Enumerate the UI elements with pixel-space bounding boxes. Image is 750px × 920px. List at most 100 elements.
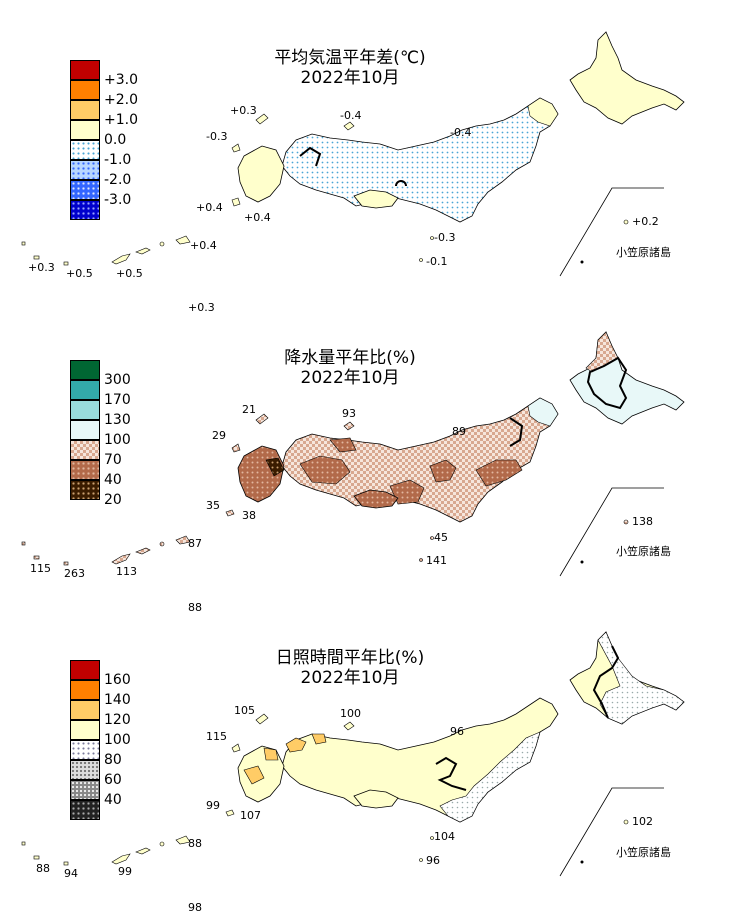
legend-swatch — [70, 200, 100, 220]
station-value: +0.2 — [632, 215, 659, 228]
japan-map — [21, 31, 685, 277]
very-dry-patch — [265, 457, 285, 477]
legend-swatch — [70, 720, 100, 740]
precipitation-ratio-panel: 降水量平年比(%) 2022年10月 300 170 130 100 70 40… — [0, 300, 750, 614]
station-value: 21 — [242, 403, 256, 416]
kyushu-region — [237, 145, 285, 203]
contour-line — [592, 645, 620, 719]
title-element: 平均気温平年差(℃) — [274, 48, 426, 68]
station-value: 35 — [206, 499, 220, 512]
tohoku-wet-patch — [527, 397, 559, 427]
station-value: +0.3 — [188, 301, 215, 314]
low-sun-patch — [439, 731, 541, 823]
dry-patch — [475, 459, 523, 487]
legend-swatch — [70, 80, 100, 100]
inset-frame — [559, 487, 664, 577]
contour-line — [435, 756, 467, 791]
station-value: +0.3 — [230, 104, 257, 117]
legend-swatch — [70, 740, 100, 760]
japan-map — [21, 331, 685, 577]
station-value: 29 — [212, 429, 226, 442]
station-value: 96 — [426, 854, 440, 867]
station-value: +0.4 — [196, 201, 223, 214]
legend-label: +2.0 — [104, 92, 138, 108]
legend-swatch — [70, 700, 100, 720]
island-group — [21, 113, 629, 266]
legend-swatch — [70, 100, 100, 120]
station-value: 115 — [206, 730, 227, 743]
island-group — [21, 413, 629, 566]
legend-label: -2.0 — [104, 172, 132, 188]
contour-line — [586, 356, 628, 410]
high-sun-patch — [263, 747, 279, 761]
station-value: 88 — [188, 837, 202, 850]
station-value: 98 — [188, 901, 202, 914]
station-value: 102 — [632, 815, 653, 828]
honshu-region — [281, 97, 559, 223]
legend-swatch — [70, 680, 100, 700]
panel-title: 降水量平年比(%) 2022年10月 — [200, 348, 500, 388]
temperature-anomaly-panel: 平均気温平年差(℃) 2022年10月 +3.0 +2.0 +1.0 0.0 -… — [0, 0, 750, 314]
dry-patch — [429, 459, 457, 483]
contour-line — [299, 146, 322, 167]
contour-line — [509, 417, 524, 447]
legend-label: +3.0 — [104, 72, 138, 88]
legend-swatch — [70, 760, 100, 780]
station-value: 104 — [434, 830, 455, 843]
hokkaido-region — [569, 331, 685, 425]
legend-swatch — [70, 400, 100, 420]
legend-label: 140 — [104, 692, 131, 708]
legend-label: 60 — [104, 772, 122, 788]
hokkaido-low-sun-patch — [597, 631, 685, 725]
station-value: 89 — [452, 425, 466, 438]
legend-swatch — [70, 360, 100, 380]
dry-patch — [299, 455, 351, 485]
station-value: 94 — [64, 867, 78, 880]
station-value: 38 — [242, 509, 256, 522]
legend-swatch — [70, 460, 100, 480]
inset-frame — [559, 787, 664, 877]
high-sun-patch — [311, 733, 327, 745]
japan-map — [21, 631, 685, 877]
title-element: 日照時間平年比(%) — [275, 648, 425, 668]
legend-label: 300 — [104, 372, 131, 388]
legend-label: 20 — [104, 492, 122, 508]
station-value: 99 — [206, 799, 220, 812]
legend-label: 160 — [104, 672, 131, 688]
legend-swatch — [70, 780, 100, 800]
station-value: 88 — [36, 862, 50, 875]
legend-swatch — [70, 420, 100, 440]
station-value: 107 — [240, 809, 261, 822]
legend-swatch — [70, 440, 100, 460]
legend-label: -3.0 — [104, 192, 132, 208]
contour-line — [395, 180, 407, 187]
station-value: 263 — [64, 567, 85, 580]
station-value: +0.4 — [244, 211, 271, 224]
station-value: 105 — [234, 704, 255, 717]
legend-label: 170 — [104, 392, 131, 408]
legend-swatch — [70, 480, 100, 500]
station-value: 138 — [632, 515, 653, 528]
dry-patch — [329, 437, 357, 453]
legend-swatch — [70, 60, 100, 80]
high-sun-patch — [243, 765, 265, 785]
region-label: 小笠原諸島 — [616, 846, 671, 859]
station-value: +0.5 — [116, 267, 143, 280]
station-value: 93 — [342, 407, 356, 420]
legend-label: 40 — [104, 792, 122, 808]
station-value: +0.3 — [28, 261, 55, 274]
shikoku-region — [353, 789, 399, 809]
legend-label: 70 — [104, 452, 122, 468]
title-period: 2022年10月 — [300, 68, 400, 88]
hokkaido-region — [569, 31, 685, 125]
region-label: 小笠原諸島 — [616, 545, 671, 558]
station-value: -0.3 — [206, 130, 228, 143]
station-value: +0.4 — [190, 239, 217, 252]
shikoku-region — [353, 189, 399, 209]
legend-label: -1.0 — [104, 152, 132, 168]
station-value: 100 — [340, 707, 361, 720]
station-value: 141 — [426, 554, 447, 567]
legend-label: 130 — [104, 412, 131, 428]
station-value: -0.1 — [426, 255, 448, 268]
station-value: -0.4 — [450, 126, 472, 139]
